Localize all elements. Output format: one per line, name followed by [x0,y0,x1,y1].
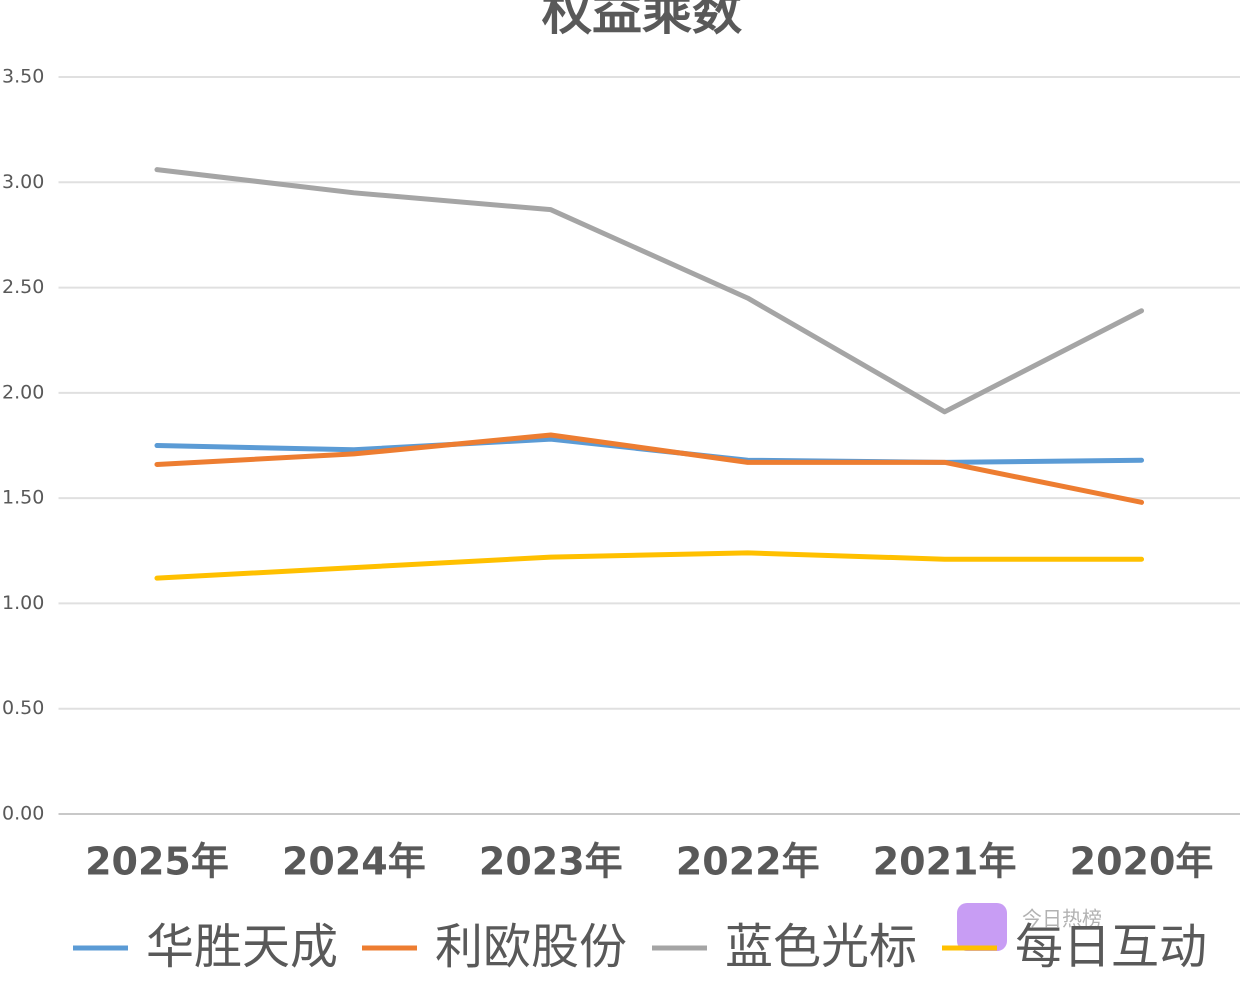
watermark-icon [957,903,1007,951]
chart-title: 权益乘数 [541,0,742,41]
y-tick-label: 0.50 [2,697,44,719]
x-tick-label: 2022年 [676,840,820,884]
series-line [154,550,1145,581]
x-tick-label: 2024年 [282,840,426,884]
y-tick-label: 0.00 [2,803,44,825]
x-tick-label: 2020年 [1070,840,1214,884]
y-tick-label: 1.00 [2,592,44,614]
legend-label: 每日互动 [1015,919,1207,975]
y-tick-label: 1.50 [2,487,44,509]
y-tick-label: 2.00 [2,381,44,403]
watermark: 今日热榜 [957,903,1102,951]
legend-label: 蓝色光标 [725,919,917,975]
legend-label: 华胜天成 [146,919,338,975]
legend-label: 利欧股份 [435,919,627,975]
watermark-text: 今日热榜 [1022,907,1102,931]
y-tick-label: 3.50 [2,66,44,88]
y-tick-label: 3.00 [2,171,44,193]
x-tick-label: 2021年 [873,840,1017,884]
x-tick-label: 2025年 [85,840,229,884]
series-line [154,432,1145,505]
x-tick-label: 2023年 [479,840,623,884]
y-tick-label: 2.50 [2,276,44,298]
series-line [154,167,1145,415]
